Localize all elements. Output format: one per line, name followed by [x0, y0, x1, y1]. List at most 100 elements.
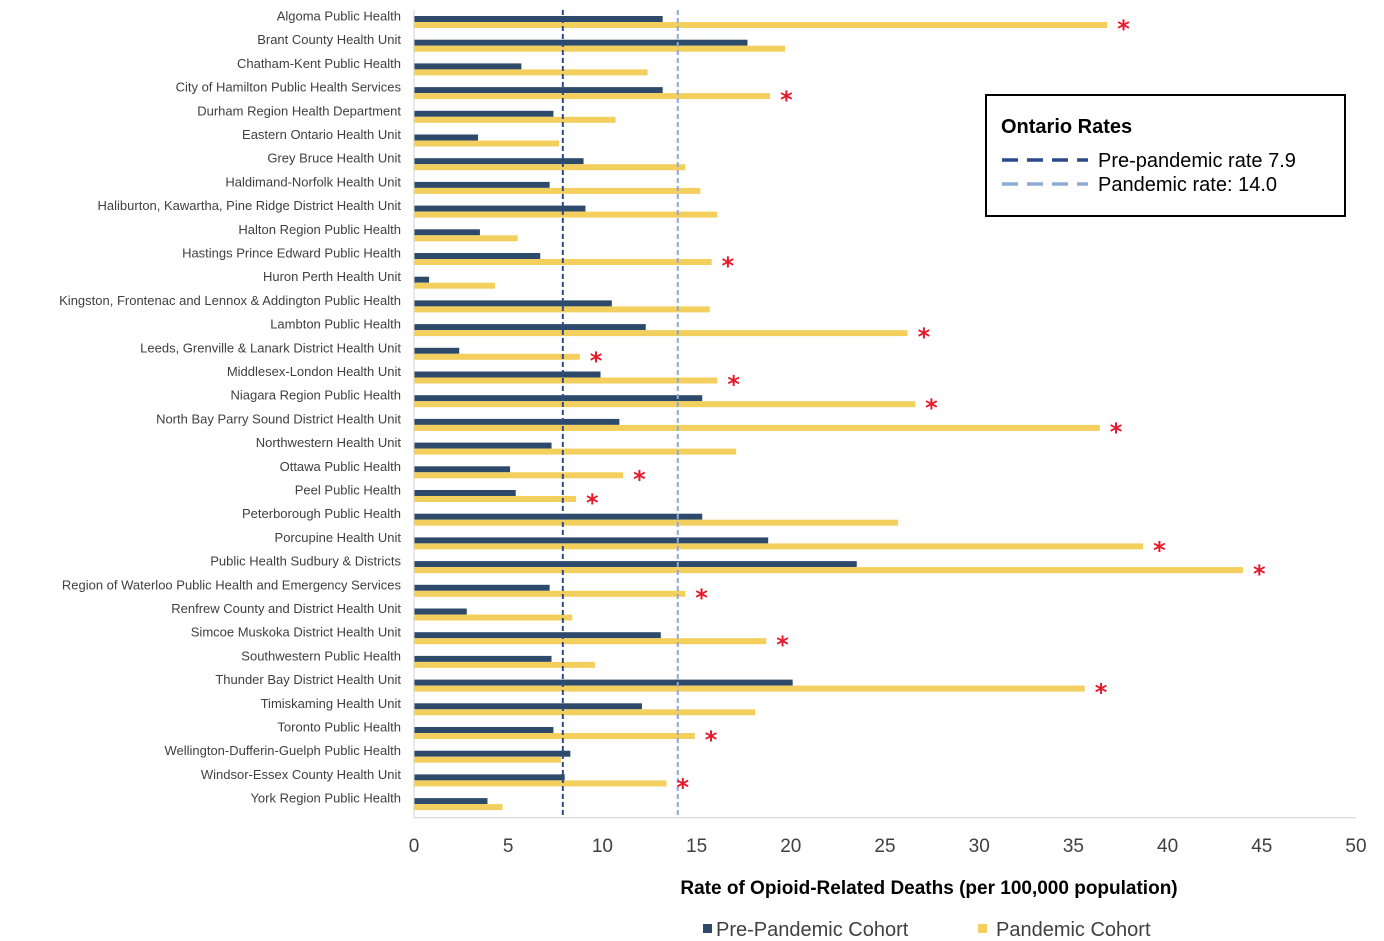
significance-mark-niagara-region-public-health: * — [925, 394, 938, 422]
bar-pre-pandemic-halton-region-public-health — [414, 229, 480, 236]
significance-mark-toronto-public-health: * — [705, 726, 718, 754]
category-label-peterborough-public-health: Peterborough Public Health — [242, 506, 401, 521]
significance-mark-public-health-sudbury-districts: * — [1253, 560, 1266, 588]
significance-mark-hastings-prince-edward-public-health: * — [722, 252, 735, 280]
category-label-toronto-public-health: Toronto Public Health — [277, 720, 401, 735]
bar-pandemic-eastern-ontario-health-unit — [414, 140, 560, 147]
bar-pre-pandemic-city-of-hamilton-public-health-services — [414, 87, 663, 94]
category-label-southwestern-public-health: Southwestern Public Health — [241, 648, 401, 663]
bar-pandemic-region-of-waterloo-public-health-and-emergency-services — [414, 590, 686, 597]
bar-pre-pandemic-algoma-public-health — [414, 16, 663, 22]
bar-pre-pandemic-hastings-prince-edward-public-health — [414, 253, 541, 259]
significance-mark-lambton-public-health: * — [918, 323, 931, 351]
category-label-ottawa-public-health: Ottawa Public Health — [280, 459, 401, 474]
x-tick-label-45: 45 — [1251, 836, 1272, 857]
bar-pandemic-peel-public-health — [414, 496, 577, 502]
bar-pandemic-public-health-sudbury-districts — [414, 567, 1243, 574]
bar-pandemic-york-region-public-health — [414, 804, 503, 811]
category-label-lambton-public-health: Lambton Public Health — [270, 317, 401, 332]
bar-pre-pandemic-leeds-grenville-lanark-district-health-unit — [414, 347, 460, 354]
bar-pandemic-toronto-public-health — [414, 733, 695, 739]
bar-pre-pandemic-haldimand-norfolk-health-unit — [414, 181, 550, 188]
significance-mark-ottawa-public-health: * — [633, 465, 646, 493]
axis-layer: 0 5 10 15 20 25 30 35 40 45 50 — [409, 10, 1367, 857]
bar-pre-pandemic-windsor-essex-county-health-unit — [414, 774, 565, 781]
bar-pandemic-niagara-region-public-health — [414, 401, 916, 408]
bar-pandemic-thunder-bay-district-health-unit — [414, 685, 1085, 692]
category-label-grey-bruce-health-unit: Grey Bruce Health Unit — [267, 151, 401, 166]
bar-pandemic-renfrew-county-and-district-health-unit — [414, 614, 573, 621]
category-label-simcoe-muskoka-district-health-unit: Simcoe Muskoka District Health Unit — [191, 625, 402, 640]
significance-mark-thunder-bay-district-health-unit: * — [1095, 679, 1108, 707]
significance-mark-windsor-essex-county-health-unit: * — [676, 773, 689, 801]
category-label-leeds-grenville-lanark-district-health-unit: Leeds, Grenville & Lanark District Healt… — [140, 340, 401, 355]
bar-pre-pandemic-durham-region-health-department — [414, 110, 554, 117]
reference-legend-label-pre-pandemic: Pre-pandemic rate 7.9 — [1098, 150, 1296, 172]
bar-pandemic-durham-region-health-department — [414, 116, 616, 123]
legend-swatch-pre-pandemic-cohort — [703, 924, 712, 933]
category-label-wellington-dufferin-guelph-public-health: Wellington-Dufferin-Guelph Public Health — [164, 743, 401, 758]
category-label-haldimand-norfolk-health-unit: Haldimand-Norfolk Health Unit — [225, 174, 401, 189]
category-label-middlesex-london-health-unit: Middlesex-London Health Unit — [227, 364, 402, 379]
significance-mark-porcupine-health-unit: * — [1153, 536, 1166, 564]
x-axis-title: Rate of Opioid-Related Deaths (per 100,0… — [680, 878, 1177, 899]
bar-pre-pandemic-eastern-ontario-health-unit — [414, 134, 479, 141]
x-tick-label-50: 50 — [1345, 836, 1366, 857]
reference-legend-box: Ontario Rates Pre-pandemic rate 7.9 Pand… — [985, 94, 1346, 217]
bar-pre-pandemic-peterborough-public-health — [414, 513, 703, 520]
bar-pre-pandemic-wellington-dufferin-guelph-public-health — [414, 750, 571, 757]
bar-pre-pandemic-north-bay-parry-sound-district-health-unit — [414, 418, 620, 425]
bar-pre-pandemic-public-health-sudbury-districts — [414, 561, 857, 568]
bar-pre-pandemic-northwestern-health-unit — [414, 442, 552, 449]
category-label-durham-region-health-department: Durham Region Health Department — [197, 103, 401, 118]
category-label-thunder-bay-district-health-unit: Thunder Bay District Health Unit — [215, 672, 401, 687]
bar-pre-pandemic-ottawa-public-health — [414, 466, 511, 473]
category-label-niagara-region-public-health: Niagara Region Public Health — [230, 388, 401, 403]
x-tick-label-0: 0 — [409, 836, 420, 857]
bar-pre-pandemic-grey-bruce-health-unit — [414, 158, 584, 165]
bar-pandemic-halton-region-public-health — [414, 235, 518, 242]
significance-mark-simcoe-muskoka-district-health-unit: * — [776, 631, 789, 659]
bar-pre-pandemic-chatham-kent-public-health — [414, 63, 522, 70]
bar-pandemic-lambton-public-health — [414, 330, 908, 337]
bar-pandemic-algoma-public-health — [414, 22, 1108, 28]
category-label-peel-public-health: Peel Public Health — [295, 483, 401, 498]
bar-pre-pandemic-huron-perth-health-unit — [414, 276, 430, 283]
bar-pre-pandemic-kingston-frontenac-and-lennox-addington-public-health — [414, 300, 612, 307]
x-tick-label-10: 10 — [592, 836, 613, 857]
category-label-york-region-public-health: York Region Public Health — [250, 791, 401, 806]
reference-legend-title: Ontario Rates — [1001, 116, 1132, 138]
legend-label-pandemic-cohort: Pandemic Cohort — [996, 919, 1151, 941]
category-label-timiskaming-health-unit: Timiskaming Health Unit — [261, 696, 402, 711]
bar-pandemic-leeds-grenville-lanark-district-health-unit — [414, 353, 580, 360]
bar-pandemic-northwestern-health-unit — [414, 448, 737, 455]
category-label-renfrew-county-and-district-health-unit: Renfrew County and District Health Unit — [171, 601, 401, 616]
bar-pandemic-wellington-dufferin-guelph-public-health — [414, 756, 561, 763]
significance-mark-region-of-waterloo-public-health-and-emergency-services: * — [695, 584, 708, 612]
category-label-huron-perth-health-unit: Huron Perth Health Unit — [263, 269, 401, 284]
legend-label-pre-pandemic-cohort: Pre-Pandemic Cohort — [716, 919, 909, 941]
series-legend: Pre-Pandemic Cohort Pandemic Cohort — [703, 919, 1151, 941]
bar-pre-pandemic-toronto-public-health — [414, 727, 554, 733]
reference-legend-label-pandemic: Pandemic rate: 14.0 — [1098, 174, 1277, 196]
x-tick-label-15: 15 — [686, 836, 707, 857]
bar-pandemic-peterborough-public-health — [414, 519, 899, 526]
category-label-haliburton-kawartha-pine-ridge-district-health-unit: Haliburton, Kawartha, Pine Ridge Distric… — [98, 198, 402, 213]
bar-pandemic-southwestern-public-health — [414, 661, 595, 668]
category-label-porcupine-health-unit: Porcupine Health Unit — [275, 530, 402, 545]
bars-layer — [414, 16, 1243, 811]
bar-pandemic-north-bay-parry-sound-district-health-unit — [414, 424, 1100, 431]
category-label-kingston-frontenac-and-lennox-addington-public-health: Kingston, Frontenac and Lennox & Addingt… — [59, 293, 401, 308]
significance-mark-city-of-hamilton-public-health-services: * — [780, 86, 793, 114]
x-tick-label-40: 40 — [1157, 836, 1178, 857]
bar-pre-pandemic-middlesex-london-health-unit — [414, 371, 601, 378]
bar-pre-pandemic-porcupine-health-unit — [414, 537, 769, 544]
bar-pandemic-middlesex-london-health-unit — [414, 377, 718, 384]
x-tick-label-5: 5 — [503, 836, 514, 857]
significance-mark-middlesex-london-health-unit: * — [727, 371, 740, 399]
bar-pre-pandemic-southwestern-public-health — [414, 655, 552, 662]
significance-marks-layer: * * * * * * * * * * * * * * * * * — [586, 15, 1266, 801]
bar-pandemic-brant-county-health-unit — [414, 45, 786, 52]
significance-mark-algoma-public-health: * — [1117, 15, 1130, 43]
